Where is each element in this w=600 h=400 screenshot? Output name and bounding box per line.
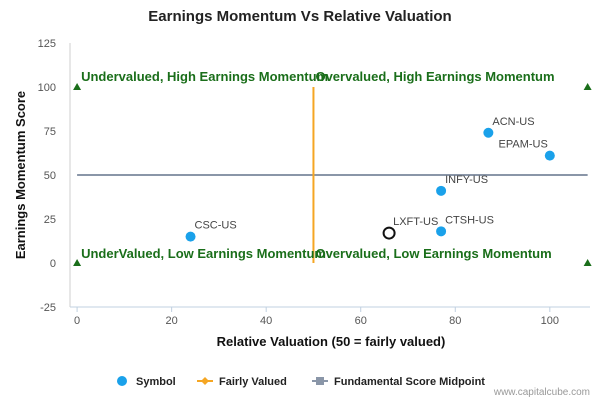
x-tick-label: 20 [166,315,178,327]
data-point [436,226,447,237]
data-point-label: INFY-US [445,174,488,186]
y-tick-label: 0 [50,258,56,270]
data-point [544,150,555,161]
corner-marker-triangle [73,259,82,266]
y-tick-label: 50 [44,170,56,182]
data-point [483,127,494,138]
y-tick-label: -25 [40,302,56,314]
plot-area: 0 20 40 60 80 100 -25 0 25 50 75 100 125 Undervalued,… [38,38,592,327]
data-point-label: ACN-US [492,116,534,128]
x-tick-label: 60 [355,315,367,327]
x-axis-title: Relative Valuation (50 = fairly valued) [217,334,446,349]
data-point [436,185,447,196]
y-tick-label: 100 [38,82,56,94]
x-tick-label: 100 [541,315,559,327]
data-point-label: EPAM-US [499,139,548,151]
data-point-highlight [382,226,396,240]
x-tick-label: 0 [74,315,80,327]
quadrant-label-bottom-right: Overvalued, Low Earnings Momentum [315,246,551,261]
y-tick-label: 25 [44,214,56,226]
y-tick-label: 75 [44,126,56,138]
legend-symbol-marker [117,376,127,386]
legend-diamond-marker [201,377,209,385]
data-point-label: CSC-US [195,220,237,232]
quadrant-label-bottom-left: UnderValued, Low Earnings Momentum [81,246,326,261]
legend: Symbol Fairly Valued Fundamental Score Mid… [117,376,485,388]
quadrant-label-top-right: Overvalued, High Earnings Momentum [315,69,554,84]
x-tick-label: 80 [449,315,461,327]
legend-item-label: Fairly Valued [219,376,287,388]
data-point-label: CTSH-US [445,214,494,226]
credit-text: www.capitalcube.com [493,387,590,398]
quadrant-label-top-left: Undervalued, High Earnings Momentum [81,69,328,84]
legend-square-marker [316,377,324,385]
y-tick-label: 125 [38,38,56,50]
data-point-label: LXFT-US [393,216,438,228]
chart-title: Earnings Momentum Vs Relative Valuation [148,8,451,25]
corner-marker-triangle [583,259,592,266]
legend-item-label: Symbol [136,376,176,388]
legend-item-label: Fundamental Score Midpoint [334,376,485,388]
corner-marker-triangle [73,83,82,90]
x-tick-label: 40 [260,315,272,327]
y-axis-title: Earnings Momentum Score [13,91,28,259]
data-point [185,231,196,242]
corner-marker-triangle [583,83,592,90]
